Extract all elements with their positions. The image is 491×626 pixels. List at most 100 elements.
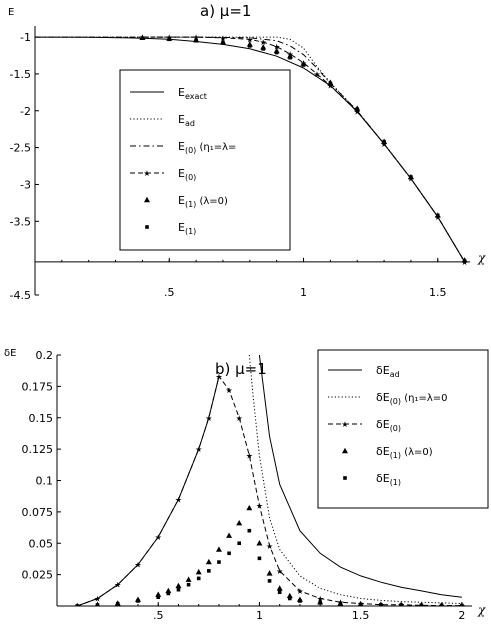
data-point-square — [460, 603, 464, 606]
legend-marker — [144, 196, 150, 203]
legend-label: E(0) — [178, 167, 196, 182]
data-point-dash-star: ★ — [236, 414, 243, 423]
data-point-square — [435, 213, 440, 218]
data-point-square — [140, 36, 145, 40]
data-point-square — [288, 596, 292, 601]
data-point-square — [257, 556, 262, 561]
data-point-dash-star: ★ — [327, 82, 334, 91]
data-point-dash-star: ★ — [276, 567, 283, 576]
y-tick-label: -1 — [20, 31, 31, 44]
x-tick-label: .5 — [164, 286, 175, 299]
data-point-square — [379, 602, 383, 606]
y-tick-label: 0.15 — [29, 412, 54, 425]
data-point-square — [227, 551, 231, 556]
data-point-square — [217, 560, 221, 564]
legend-label: δE(0) (η₁=λ=0 — [376, 391, 448, 406]
data-point-square — [382, 139, 386, 144]
data-point-triangle — [195, 568, 202, 575]
legend-marker: ★ — [341, 420, 348, 429]
data-point-square — [207, 569, 211, 573]
legend-marker — [343, 476, 347, 480]
data-point-dash-star: ★ — [114, 581, 121, 590]
data-point-dash-star: ★ — [260, 38, 267, 47]
x-tick-label: 1 — [300, 286, 307, 299]
data-point-square — [328, 81, 333, 86]
panel-title: a) μ=1 — [200, 2, 251, 20]
data-point-square — [462, 259, 467, 263]
legend-label: δE(0) — [376, 418, 401, 433]
data-point-square — [248, 44, 252, 48]
data-point-dash-star: ★ — [256, 502, 263, 511]
y-tick-label: 0.1 — [36, 475, 54, 488]
series-line-solid — [258, 355, 462, 598]
data-point-square — [136, 599, 140, 603]
y-tick-label: -4.5 — [10, 289, 31, 302]
y-tick-label: 0.05 — [29, 537, 54, 550]
x-axis-label: χ — [477, 251, 486, 265]
data-point-dash-star: ★ — [219, 34, 226, 43]
y-tick-label: -3.5 — [10, 215, 31, 228]
data-point-square — [355, 107, 360, 112]
series-line-dash-star — [77, 375, 462, 606]
legend-label: δE(1) — [376, 472, 401, 487]
data-point-triangle — [185, 576, 192, 582]
data-point-square — [399, 603, 403, 606]
data-point-triangle — [266, 570, 273, 576]
data-point-square — [301, 63, 306, 67]
data-point-square — [358, 602, 363, 606]
data-point-dash-star: ★ — [313, 70, 320, 79]
legend-box — [119, 69, 291, 251]
data-point-dash-star: ★ — [296, 587, 303, 596]
data-point-dash-star: ★ — [354, 107, 361, 116]
data-point-dash-star: ★ — [246, 35, 253, 44]
legend-label: δE(1) (λ=0) — [376, 445, 433, 460]
data-point-square — [439, 603, 444, 606]
legend-marker — [342, 447, 348, 454]
x-axis-label: χ — [477, 603, 486, 617]
legend-label: Ead — [178, 113, 195, 128]
data-point-square — [156, 595, 161, 600]
data-point-square — [237, 541, 241, 546]
series-line-dotted — [35, 36, 466, 263]
panel-b: .5 1 1.5 2 0.025 0.05 0.075 0.1 0.125 0.15 0.175 0.… — [4, 348, 489, 622]
y-tick-label: -2 — [20, 105, 31, 118]
data-point-dash-star: ★ — [317, 594, 324, 603]
y-tick-label: -1.5 — [10, 68, 31, 81]
legend-label: δEad — [376, 364, 400, 379]
data-point-square — [261, 47, 266, 51]
series-line-dotted — [248, 355, 462, 604]
data-point-triangle — [236, 519, 243, 526]
data-point-square — [115, 601, 120, 606]
legend-label: Eexact — [178, 86, 207, 101]
data-point-dash-star: ★ — [175, 495, 182, 504]
data-point-triangle — [215, 546, 222, 552]
y-tick-label: -2.5 — [10, 142, 31, 155]
data-point-triangle — [276, 585, 283, 591]
y-tick-label: 0.175 — [22, 380, 54, 393]
data-point-square — [318, 601, 322, 605]
x-tick-label: 1.5 — [429, 286, 447, 299]
legend-box — [317, 349, 489, 509]
panel-title: b) μ=1 — [215, 360, 267, 378]
data-point-square — [419, 603, 424, 606]
data-point-dash-star: ★ — [380, 140, 387, 149]
data-point-square — [95, 603, 100, 606]
data-point-triangle — [226, 532, 233, 538]
legend-marker: ★ — [143, 169, 150, 178]
data-point-square — [194, 38, 198, 43]
data-point-triangle — [256, 540, 263, 546]
data-point-triangle — [246, 504, 253, 511]
data-point-dash-star: ★ — [246, 451, 253, 460]
data-point-square — [186, 582, 191, 587]
data-point-dash-star: ★ — [225, 386, 232, 395]
data-point-square — [221, 41, 225, 45]
data-point-square — [176, 587, 181, 592]
y-tick-label: 0.025 — [22, 569, 54, 582]
series-group: ★★★★★★★★★★★★★★★★ — [35, 33, 468, 267]
data-point-dash-star: ★ — [134, 561, 141, 570]
data-point-dash-star: ★ — [215, 372, 222, 381]
data-point-square — [274, 50, 279, 55]
data-point-square — [267, 579, 272, 583]
data-point-square — [338, 601, 343, 606]
